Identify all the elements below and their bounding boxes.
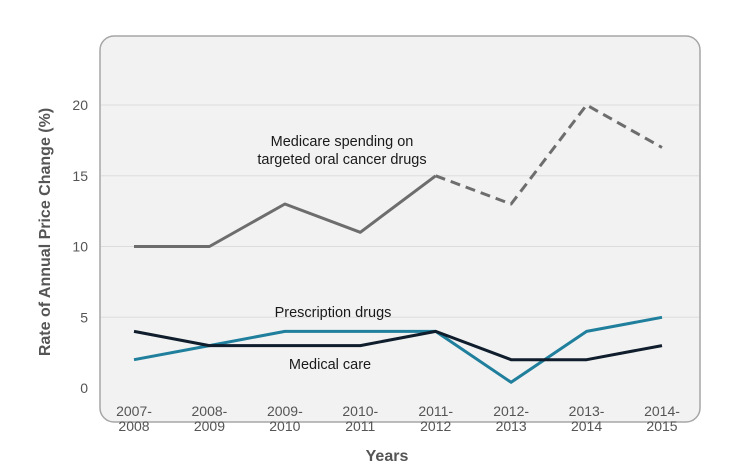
- y-tick-label: 10: [72, 239, 88, 255]
- y-tick-label: 5: [80, 309, 88, 325]
- series-line-1: [133, 315, 663, 384]
- series-label: Medicare spending on targeted oral cancer…: [257, 134, 426, 168]
- y-tick-label: 20: [72, 97, 88, 113]
- x-tick-label: 2009-2010: [267, 403, 303, 434]
- series-line-0-dashed: [435, 103, 663, 206]
- x-tick-labels: 2007-2008 2008-2009 2009-2010 2010-2011 2011…: [116, 403, 680, 434]
- y-tick-labels: 0 5 10 15 20: [72, 97, 88, 396]
- series-line-2: [133, 329, 663, 362]
- series-annotations: Medicare spending on targeted oral cancer…: [257, 134, 426, 373]
- series-lines: [133, 103, 663, 384]
- x-tick-label: 2010-2011: [342, 403, 378, 434]
- series-line-0-solid: [134, 174, 437, 248]
- y-tick-label: 0: [80, 380, 88, 396]
- x-tick-label: 2014-2015: [644, 403, 680, 434]
- x-axis-title: Years: [366, 448, 409, 465]
- x-tick-label: 2007-2008: [116, 403, 152, 434]
- plot-area: [99, 35, 701, 423]
- series-label: Medical care: [289, 357, 371, 373]
- y-tick-label: 15: [72, 168, 88, 184]
- series-label: Prescription drugs: [275, 305, 392, 321]
- y-axis-title: Rate of Annual Price Change (%): [37, 108, 54, 356]
- x-tick-label: 2013-2014: [569, 403, 605, 434]
- x-tick-label: 2011-2012: [418, 403, 453, 434]
- x-tick-label: 2012-2013: [493, 403, 529, 434]
- x-tick-label: 2008-2009: [192, 403, 228, 434]
